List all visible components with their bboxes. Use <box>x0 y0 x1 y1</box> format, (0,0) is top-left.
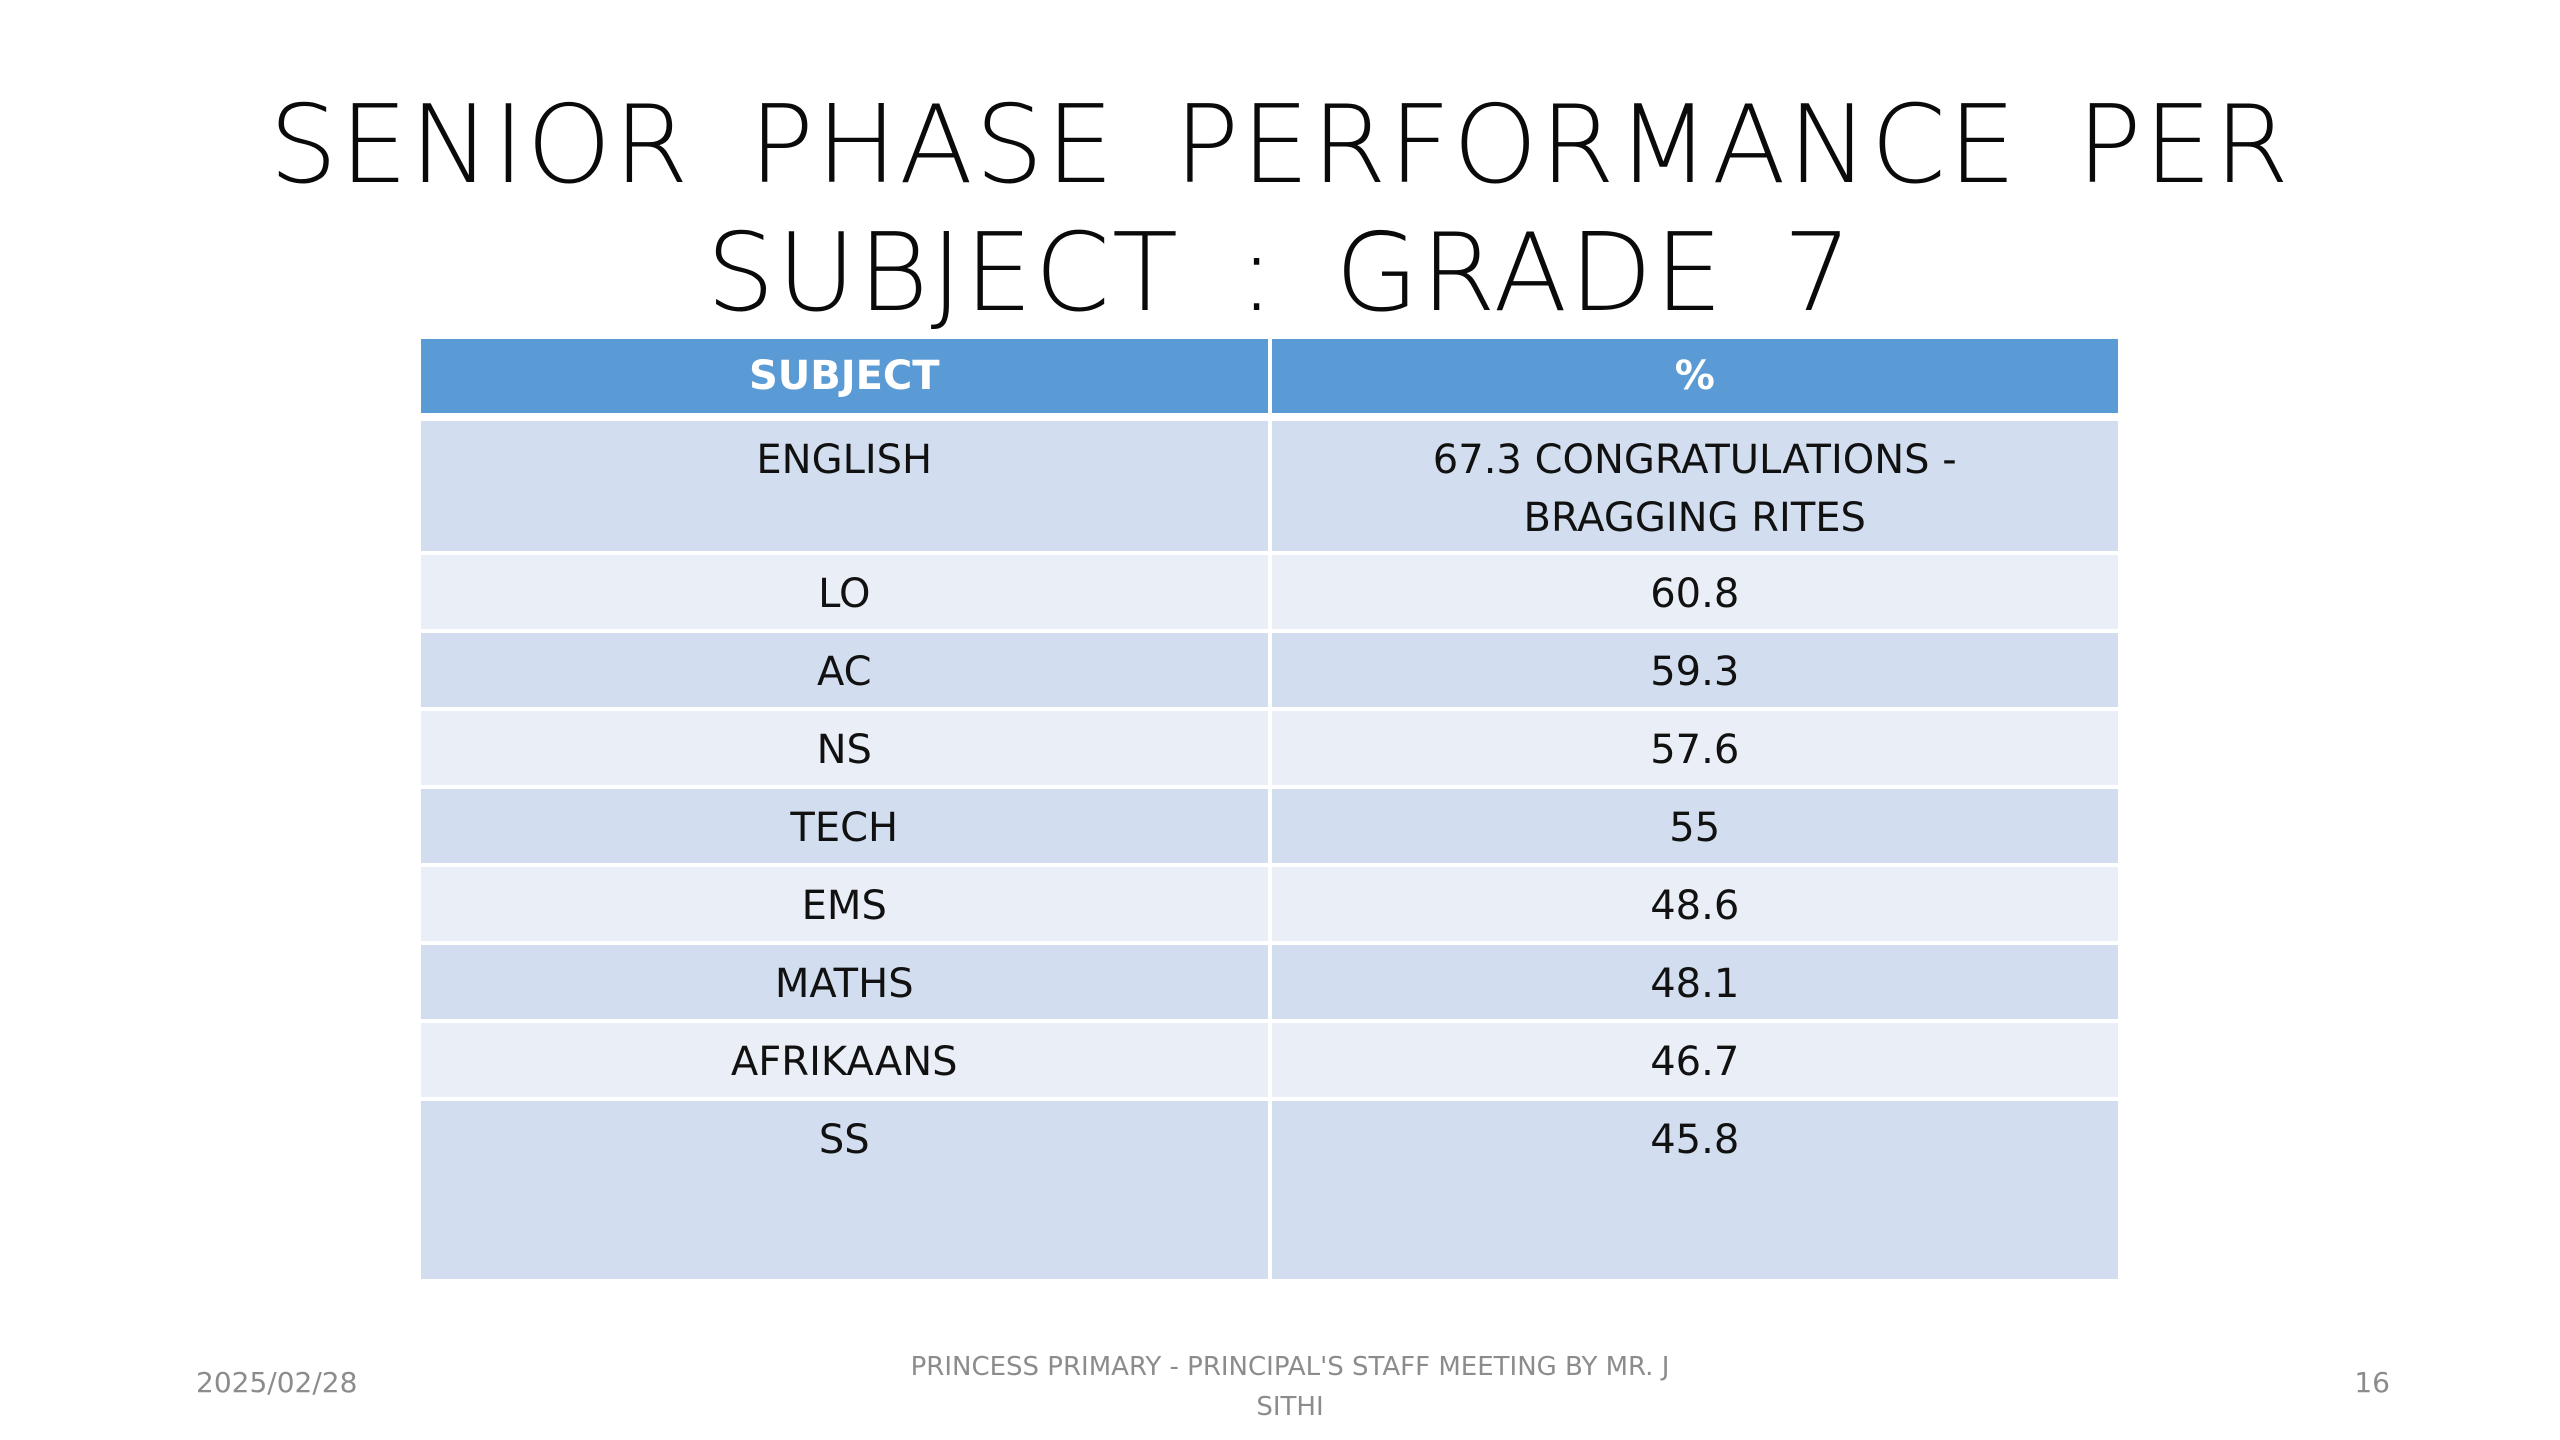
table-row: EMS 48.6 <box>421 865 2118 945</box>
subject-cell: AC <box>421 631 1272 711</box>
table-header-row: SUBJECT % <box>421 339 2118 421</box>
subject-cell: MATHS <box>421 943 1272 1023</box>
table-row: ENGLISH 67.3 CONGRATULATIONS - BRAGGING … <box>421 417 2118 555</box>
footer-presentation-title: PRINCESS PRIMARY - PRINCIPAL'S STAFF MEE… <box>880 1347 1700 1427</box>
table-row: TECH 55 <box>421 787 2118 867</box>
percent-cell: 60.8 <box>1269 553 2118 633</box>
slide-number: 16 <box>2354 1366 2390 1399</box>
slide-title-line-2: SUBJECT : GRADE 7 <box>706 211 1854 336</box>
subject-cell: NS <box>421 709 1272 789</box>
footer-date: 2025/02/28 <box>196 1366 358 1399</box>
footer-title-line-2: SITHI <box>1256 1392 1324 1422</box>
performance-table-container: SUBJECT % ENGLISH 67.3 CONGRATULATIONS -… <box>421 339 2118 1283</box>
percent-cell: 59.3 <box>1269 631 2118 711</box>
table-row: MATHS 48.1 <box>421 943 2118 1023</box>
subject-cell: SS <box>421 1099 1272 1283</box>
subject-cell: EMS <box>421 865 1272 945</box>
column-header-percent: % <box>1269 339 2118 421</box>
slide-title-line-1: SENIOR PHASE PERFORMANCE PER <box>269 83 2291 208</box>
percent-cell: 48.1 <box>1269 943 2118 1023</box>
subject-cell: LO <box>421 553 1272 633</box>
table-row: NS 57.6 <box>421 709 2118 789</box>
footer-title-line-1: PRINCESS PRIMARY - PRINCIPAL'S STAFF MEE… <box>910 1352 1670 1382</box>
performance-table: SUBJECT % ENGLISH 67.3 CONGRATULATIONS -… <box>421 339 2118 1283</box>
subject-cell: ENGLISH <box>421 417 1272 555</box>
column-header-subject: SUBJECT <box>421 339 1272 421</box>
percent-cell: 67.3 CONGRATULATIONS - BRAGGING RITES <box>1269 417 2118 555</box>
table-row: AC 59.3 <box>421 631 2118 711</box>
percent-cell: 57.6 <box>1269 709 2118 789</box>
table-row: SS 45.8 <box>421 1099 2118 1283</box>
table-row: AFRIKAANS 46.7 <box>421 1021 2118 1101</box>
percent-cell: 45.8 <box>1269 1099 2118 1283</box>
slide-title: SENIOR PHASE PERFORMANCE PER SUBJECT : G… <box>0 82 2560 338</box>
percent-cell: 48.6 <box>1269 865 2118 945</box>
subject-cell: TECH <box>421 787 1272 867</box>
percent-cell: 46.7 <box>1269 1021 2118 1101</box>
percent-cell: 55 <box>1269 787 2118 867</box>
percent-cell-line-1: 67.3 CONGRATULATIONS - <box>1432 437 1957 483</box>
subject-cell: AFRIKAANS <box>421 1021 1272 1101</box>
table-row: LO 60.8 <box>421 553 2118 633</box>
percent-cell-line-2: BRAGGING RITES <box>1523 495 1866 541</box>
